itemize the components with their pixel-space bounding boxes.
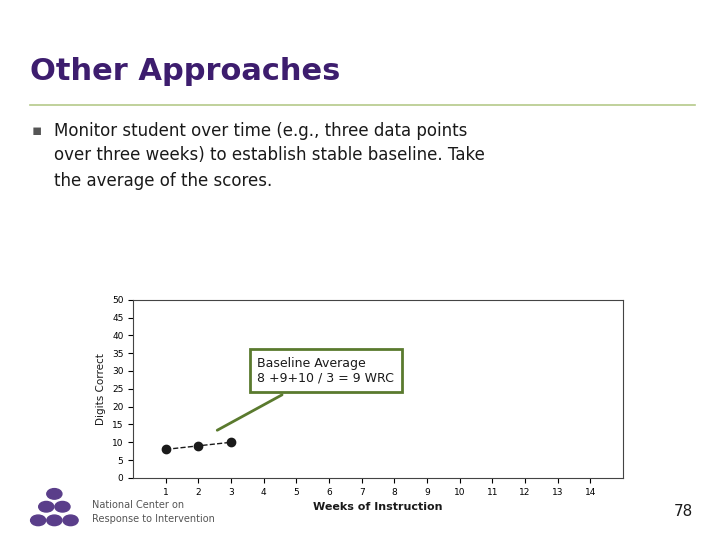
Circle shape	[63, 515, 78, 525]
Text: Monitor student over time (e.g., three data points
over three weeks) to establis: Monitor student over time (e.g., three d…	[54, 122, 485, 190]
X-axis label: Weeks of Instruction: Weeks of Instruction	[313, 502, 443, 512]
Text: 78: 78	[673, 504, 693, 519]
Text: National Center on
Response to Intervention: National Center on Response to Intervent…	[92, 500, 215, 524]
Circle shape	[55, 502, 70, 512]
Y-axis label: Digits Correct: Digits Correct	[96, 353, 107, 425]
Text: ▪: ▪	[32, 123, 42, 138]
Text: Baseline Average
8 +9+10 / 3 = 9 WRC: Baseline Average 8 +9+10 / 3 = 9 WRC	[217, 357, 394, 430]
Circle shape	[39, 502, 54, 512]
Circle shape	[47, 489, 62, 499]
Text: Other Approaches: Other Approaches	[30, 57, 341, 86]
Circle shape	[47, 515, 62, 525]
Circle shape	[30, 515, 46, 525]
